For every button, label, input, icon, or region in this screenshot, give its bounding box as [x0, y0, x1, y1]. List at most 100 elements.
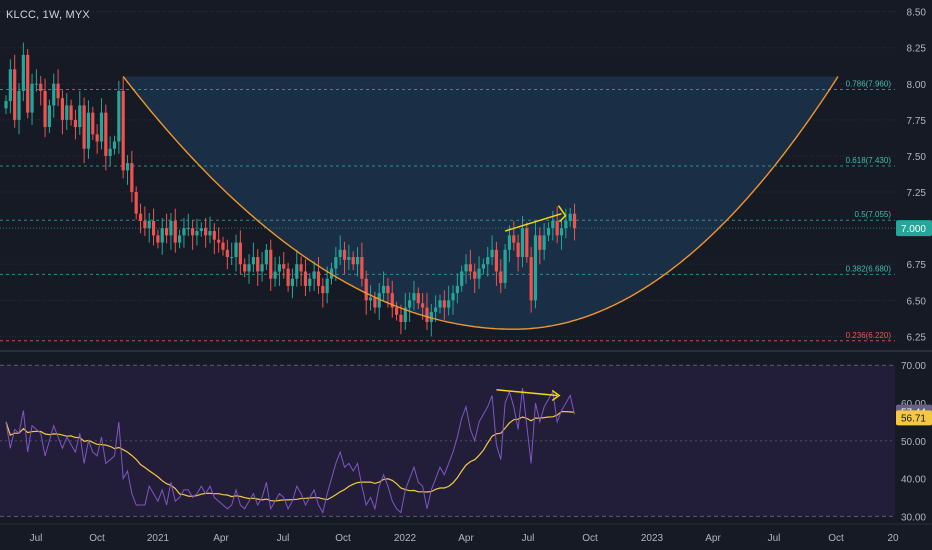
price-tick-label: 7.25 [907, 188, 927, 199]
candle-body [21, 54, 25, 91]
candle-body [520, 228, 525, 258]
candle-body [69, 105, 73, 120]
candle-body [295, 264, 299, 279]
candle-body [303, 271, 308, 286]
candle-body [82, 105, 86, 149]
candle-body [182, 228, 186, 236]
candle-body [325, 278, 329, 294]
candle-body [112, 141, 117, 149]
fib-label: 0.618(7.430) [846, 156, 892, 165]
rsi-ma-value-label: 56.71 [901, 413, 926, 424]
time-tick-label: Apr [705, 533, 721, 544]
price-tick-label: 8.50 [907, 8, 927, 19]
candle-body [316, 271, 321, 286]
candle-body [481, 264, 485, 269]
candle-body [65, 105, 69, 120]
candle-body [95, 134, 99, 142]
candle-body [238, 242, 242, 265]
candle-body [355, 257, 360, 265]
symbol-title: KLCC, 1W, MYX [6, 9, 90, 21]
candle-body [234, 242, 238, 258]
candle-body [512, 235, 516, 243]
time-tick-label: 2022 [394, 533, 417, 544]
candle-body [178, 235, 182, 243]
candle-body [256, 257, 260, 272]
candle-body [460, 271, 464, 286]
candle-body [364, 278, 368, 301]
candle-body [438, 300, 442, 308]
price-tick-label: 7.50 [907, 152, 927, 163]
candle-body [451, 293, 455, 301]
candle-body [473, 271, 477, 279]
candle-body [299, 264, 303, 272]
candle-body [108, 148, 112, 156]
candle-body [34, 83, 38, 85]
candle-body [269, 249, 273, 279]
cup-region [123, 76, 839, 330]
candle-body [290, 278, 295, 286]
candle-body [338, 249, 342, 258]
candle-body [538, 235, 542, 250]
candle-body [138, 213, 143, 221]
candle-body [282, 264, 286, 269]
candle-body [490, 249, 494, 258]
candle-body [134, 192, 138, 214]
last-price-label: 7.000 [901, 224, 926, 235]
candle-body [73, 119, 78, 128]
candle-body [13, 69, 17, 120]
price-trend-arrow [504, 205, 567, 232]
candle-body [572, 213, 577, 229]
candle-body [143, 220, 147, 229]
candle-body [425, 307, 429, 323]
candle-body [434, 307, 438, 312]
candle-body [264, 249, 268, 265]
candle-body [533, 235, 538, 301]
candle-body [121, 90, 125, 171]
candle-body [199, 228, 203, 232]
candle-body [381, 285, 386, 294]
candle-body [499, 271, 503, 284]
candle-body [386, 285, 390, 294]
candle-body [447, 300, 451, 308]
fibonacci-levels: 0.786(7.960) 0.618(7.430) 0.5(7.055) 0.382(… [0, 80, 895, 342]
time-tick-label: 2021 [147, 533, 170, 544]
candle-body [173, 220, 177, 243]
arrow-line [504, 212, 562, 232]
candle-body [390, 293, 394, 308]
time-tick-label: Jul [768, 533, 781, 544]
time-tick-label: Apr [213, 533, 229, 544]
candle-body [147, 220, 151, 229]
candle-body [368, 297, 373, 301]
price-tick-label: 6.25 [907, 332, 927, 343]
candle-body [60, 98, 65, 120]
candle-body [99, 112, 104, 142]
candle-body [334, 257, 338, 269]
candle-body [8, 69, 12, 102]
candle-body [551, 220, 555, 229]
candle-body [486, 257, 490, 265]
candle-body [351, 257, 355, 265]
candle-body [412, 293, 416, 301]
rsi-tick-label: 40.00 [901, 475, 926, 486]
rsi-tick-label: 30.00 [901, 512, 926, 523]
time-tick-label: Oct [89, 533, 105, 544]
time-tick-label: Oct [582, 533, 598, 544]
rsi-tick-label: 60.00 [901, 399, 926, 410]
price-tick-label: 8.25 [907, 44, 927, 55]
candle-body [191, 228, 195, 236]
candle-body [104, 112, 108, 156]
candle-body [164, 228, 169, 236]
candle-body [208, 231, 212, 236]
arrow-line [496, 389, 558, 397]
candle-body [559, 228, 564, 236]
candle-body [525, 228, 529, 258]
candle-body [212, 231, 216, 240]
candle-body [26, 54, 30, 113]
candle-body [477, 268, 481, 279]
rsi-tick-label: 50.00 [901, 437, 926, 448]
candle-body [160, 228, 164, 243]
time-tick-label: Jul [277, 533, 290, 544]
candle-body [243, 264, 247, 272]
candle-body [260, 264, 264, 272]
